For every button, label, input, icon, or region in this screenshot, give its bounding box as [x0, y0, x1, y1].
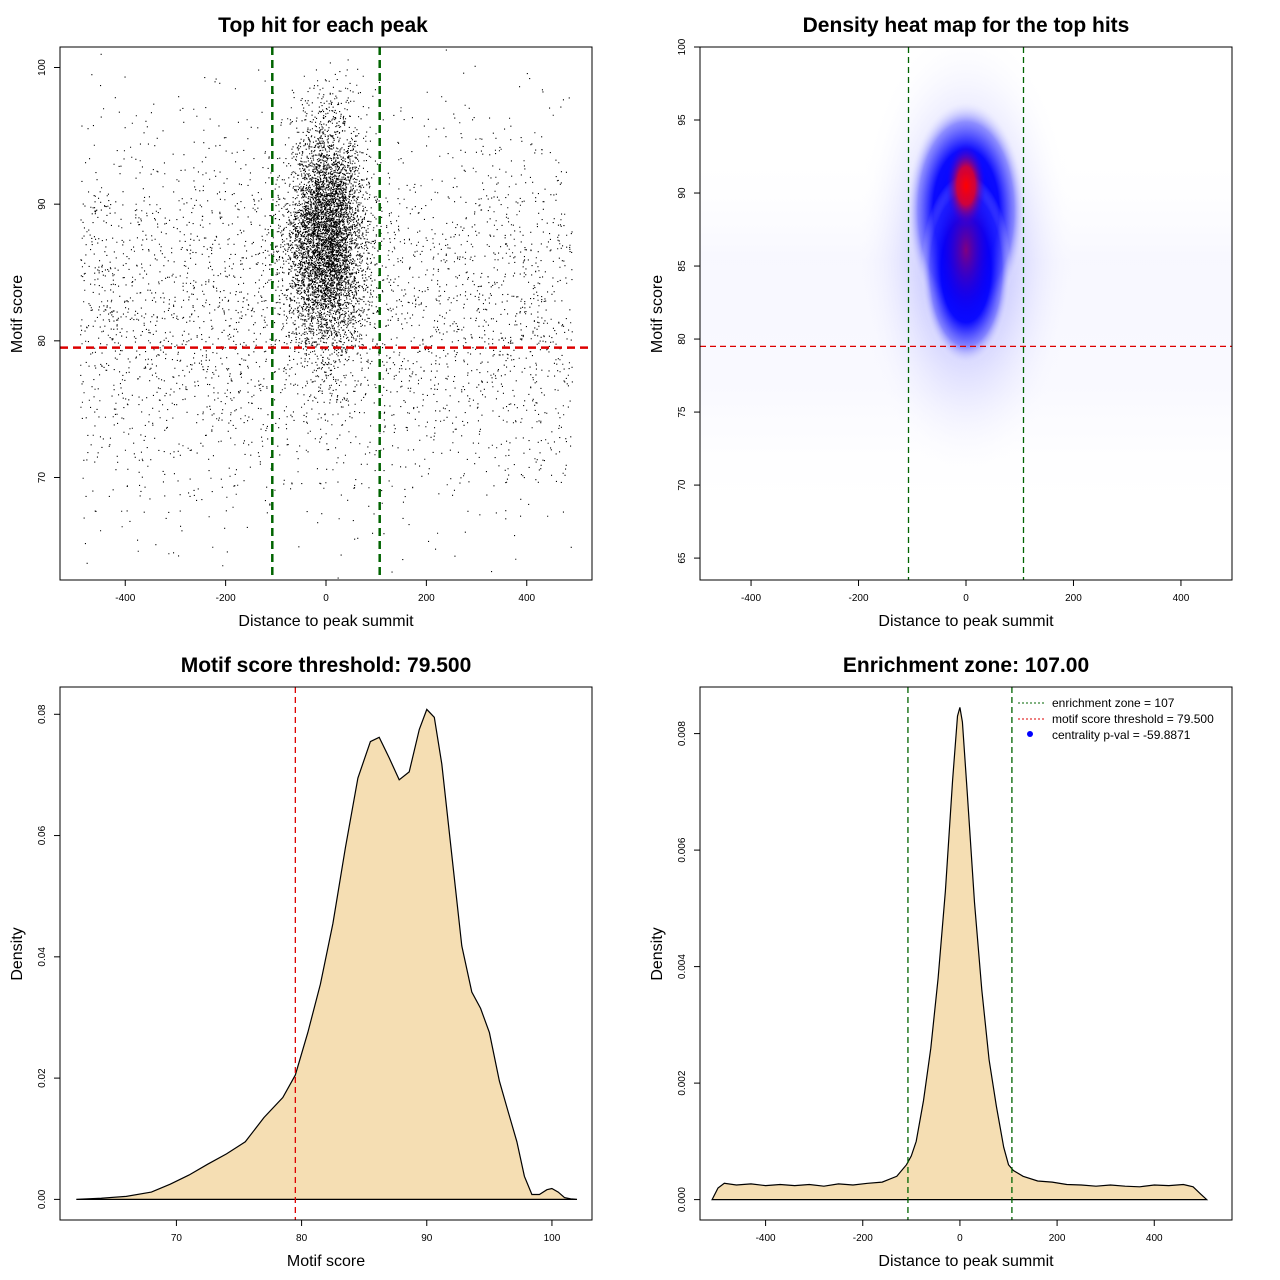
- y-tick-label: 70: [37, 472, 48, 484]
- x-axis-label: Motif score: [287, 1253, 365, 1270]
- x-axis-label: Distance to peak summit: [878, 1253, 1054, 1270]
- x-tick-label: -400: [741, 593, 761, 604]
- legend-item-threshold: motif score threshold = 79.500: [1052, 712, 1214, 726]
- x-axis: -400 -200 0 200 400: [741, 579, 1190, 604]
- y-tick-label: 80: [37, 335, 48, 347]
- heatmap-panel: Density heat map for the top hits -400 -2…: [649, 14, 1233, 630]
- y-tick-label: 0.00: [37, 1189, 48, 1209]
- distance-density-panel: Enrichment zone: 107.00 -400 -200 0 200 400 …: [649, 654, 1233, 1270]
- x-axis: -400 -200 0 200 400: [756, 1219, 1163, 1244]
- y-tick-label: 0.02: [37, 1068, 48, 1088]
- y-tick-label: 0.008: [677, 721, 688, 746]
- y-tick-label: 100: [37, 59, 48, 76]
- y-tick-label: 65: [677, 552, 688, 564]
- scatter-panel: Top hit for each peak -400 -200 0 200 400 70…: [9, 14, 593, 630]
- x-tick-label: -400: [756, 1233, 776, 1244]
- y-axis: 70 80 90 100: [37, 59, 61, 484]
- y-tick-label: 0.004: [677, 954, 688, 979]
- legend: enrichment zone = 107 motif score thresh…: [1018, 696, 1214, 742]
- y-tick-label: 85: [677, 260, 688, 272]
- y-tick-label: 90: [37, 198, 48, 210]
- plot-frame: [59, 46, 593, 581]
- legend-item-pval: centrality p-val = -59.8871: [1052, 728, 1191, 742]
- y-tick-label: 100: [677, 38, 688, 55]
- y-tick-label: 0.002: [677, 1070, 688, 1095]
- x-axis: -400 -200 0 200 400: [115, 579, 536, 604]
- x-tick-label: 0: [963, 593, 969, 604]
- y-tick-label: 0.08: [37, 704, 48, 724]
- x-tick-label: -400: [115, 593, 135, 604]
- y-tick-label: 0.000: [677, 1187, 688, 1212]
- x-axis: 70 80 90 100: [171, 1219, 561, 1244]
- x-axis-label: Distance to peak summit: [238, 613, 414, 630]
- y-axis-label: Motif score: [649, 275, 666, 353]
- x-tick-label: -200: [849, 593, 869, 604]
- density-curve: [76, 708, 578, 1200]
- x-tick-label: 400: [518, 593, 535, 604]
- chart-title: Motif score threshold: 79.500: [181, 654, 472, 677]
- y-axis-label: Density: [9, 927, 26, 980]
- y-axis-label: Density: [649, 927, 666, 980]
- y-axis: 0.00 0.02 0.04 0.06 0.08: [37, 704, 61, 1209]
- chart-title: Top hit for each peak: [218, 14, 428, 37]
- x-tick-label: 0: [323, 593, 329, 604]
- chart-title: Enrichment zone: 107.00: [843, 654, 1089, 677]
- x-tick-label: 70: [171, 1233, 183, 1244]
- x-tick-label: 400: [1146, 1233, 1163, 1244]
- y-axis-label: Motif score: [9, 275, 26, 353]
- y-tick-label: 0.006: [677, 837, 688, 862]
- y-axis: 0.000 0.002 0.004 0.006 0.008: [677, 721, 701, 1212]
- scatter-point-cloud: [80, 49, 573, 579]
- legend-item-enrichment: enrichment zone = 107: [1052, 696, 1175, 710]
- scatter-points: [80, 49, 573, 579]
- y-tick-label: 70: [677, 479, 688, 491]
- reference-lines: [907, 687, 1013, 1220]
- score-density-panel: Motif score threshold: 79.500 70 80 90 100 …: [9, 654, 593, 1270]
- x-tick-label: -200: [216, 593, 236, 604]
- y-axis: 65 70 75 80 85 90 95 100: [677, 38, 701, 564]
- x-axis-label: Distance to peak summit: [878, 613, 1054, 630]
- density-hotspot: [946, 143, 986, 228]
- x-tick-label: 0: [957, 1233, 963, 1244]
- x-tick-label: 400: [1173, 593, 1190, 604]
- x-tick-label: 200: [1049, 1233, 1066, 1244]
- x-tick-label: 80: [296, 1233, 308, 1244]
- x-tick-label: 200: [1065, 593, 1082, 604]
- density-curve: [711, 707, 1209, 1201]
- y-tick-label: 80: [677, 333, 688, 345]
- y-tick-label: 90: [677, 187, 688, 199]
- x-tick-label: -200: [853, 1233, 873, 1244]
- density-surface: [700, 47, 1232, 520]
- chart-title: Density heat map for the top hits: [803, 14, 1130, 37]
- reference-lines: [60, 47, 592, 580]
- reference-lines: [700, 47, 1232, 580]
- x-tick-label: 90: [421, 1233, 433, 1244]
- y-tick-label: 0.06: [37, 825, 48, 845]
- y-tick-label: 0.04: [37, 947, 48, 967]
- x-tick-label: 100: [544, 1233, 561, 1244]
- y-tick-label: 75: [677, 406, 688, 418]
- y-tick-label: 95: [677, 114, 688, 126]
- legend-swatch-pval: [1027, 731, 1033, 737]
- x-tick-label: 200: [418, 593, 435, 604]
